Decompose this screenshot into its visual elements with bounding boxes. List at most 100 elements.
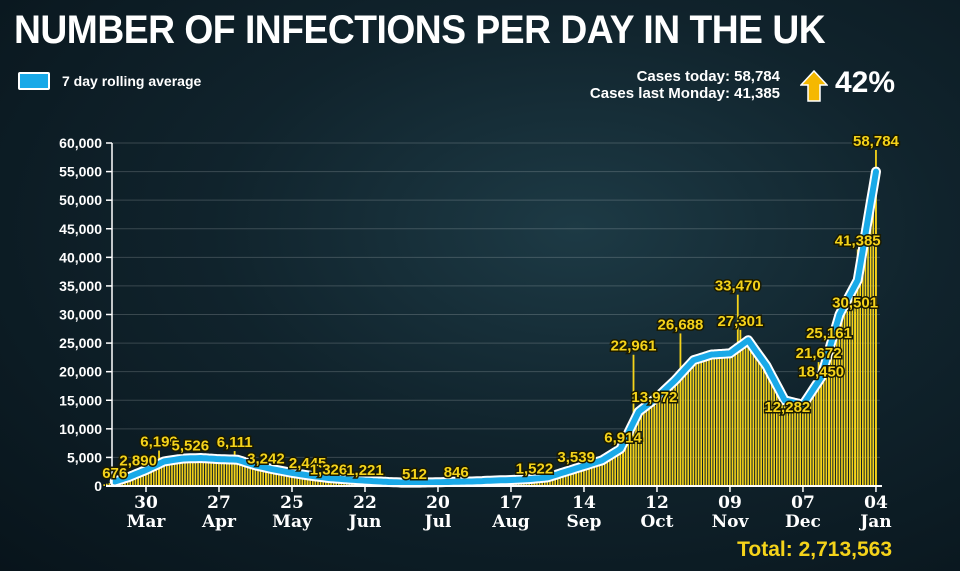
data-label: 58,784 — [853, 133, 900, 150]
bar — [186, 458, 189, 486]
data-label: 25,161 — [806, 325, 852, 342]
chart-title: NUMBER OF INFECTIONS PER DAY IN THE UK — [14, 8, 826, 52]
bar — [867, 218, 869, 486]
bar — [872, 187, 875, 486]
bar — [205, 458, 207, 486]
bar-peak — [786, 415, 789, 486]
bar — [283, 471, 285, 486]
data-label: 1,221 — [346, 462, 384, 479]
bar — [173, 459, 176, 486]
x-tick-month: May — [272, 512, 313, 532]
bar — [202, 458, 205, 486]
bar — [656, 397, 658, 486]
bar — [848, 294, 851, 486]
bar-peak — [736, 294, 739, 486]
bar — [713, 354, 716, 486]
data-label: 3,242 — [247, 450, 285, 467]
bar — [755, 351, 757, 486]
bar — [671, 382, 674, 486]
x-tick-day: 17 — [499, 493, 523, 513]
cases-today: Cases today: 58,784 — [636, 68, 780, 85]
bar-peak — [679, 333, 682, 486]
bar — [762, 362, 765, 486]
bar — [583, 465, 585, 486]
bar — [593, 462, 596, 486]
y-tick-label: 60,000 — [59, 135, 102, 151]
bar-peak — [189, 454, 192, 486]
bar — [601, 460, 603, 486]
bar — [194, 458, 197, 486]
bar — [682, 371, 684, 486]
bar — [684, 368, 687, 486]
bar — [215, 458, 218, 486]
bar — [293, 473, 296, 486]
bar — [700, 357, 702, 486]
bar — [862, 249, 864, 486]
data-label: 22,961 — [611, 338, 657, 355]
data-label: 1,326 — [310, 461, 348, 478]
data-label: 12,282 — [764, 399, 810, 416]
x-tick-day: 04 — [864, 493, 888, 513]
bar — [708, 355, 710, 486]
data-label: 2,445 — [289, 455, 327, 472]
bar — [843, 304, 846, 486]
bar — [630, 427, 632, 486]
bar — [585, 465, 588, 486]
x-tick-month: Jul — [423, 512, 452, 532]
rolling-average-line — [111, 168, 879, 486]
bar — [280, 470, 283, 486]
y-tick-label: 15,000 — [59, 392, 102, 408]
bar — [231, 459, 233, 486]
bar — [789, 401, 791, 486]
bar — [580, 466, 583, 486]
bar — [577, 467, 580, 486]
bar — [223, 459, 225, 486]
bar — [199, 457, 202, 486]
bar-peak — [265, 467, 267, 486]
bar — [249, 463, 251, 486]
bar — [288, 472, 291, 486]
data-label: 18,450 — [798, 364, 844, 381]
bar — [564, 471, 567, 486]
arrow-up-icon — [800, 70, 828, 102]
bar — [212, 458, 215, 486]
bar — [596, 461, 598, 486]
bar — [588, 464, 590, 486]
y-tick-label: 0 — [94, 478, 102, 494]
bar — [716, 354, 718, 486]
bar — [267, 468, 270, 486]
y-tick-label: 35,000 — [59, 278, 102, 294]
data-label: 41,385 — [835, 232, 881, 249]
bar — [192, 458, 194, 486]
bar — [692, 360, 695, 486]
bar — [298, 474, 301, 486]
legend-swatch — [18, 72, 50, 90]
bar — [614, 452, 616, 486]
bar — [241, 461, 244, 486]
y-tick-label: 45,000 — [59, 221, 102, 237]
x-tick-month: Jun — [347, 512, 382, 532]
bar — [710, 354, 713, 486]
bar — [794, 402, 796, 486]
bar — [296, 473, 298, 486]
bar — [603, 458, 606, 486]
x-tick-month: Jan — [858, 512, 891, 532]
x-tick-day: 07 — [791, 493, 815, 513]
bar — [225, 459, 228, 486]
x-tick-month: Sep — [566, 512, 601, 532]
bar — [705, 356, 708, 486]
bar — [236, 459, 238, 486]
bar — [238, 460, 241, 486]
bar — [150, 467, 152, 486]
bar — [749, 343, 752, 486]
bar — [723, 353, 726, 486]
bar — [859, 264, 862, 486]
bar — [742, 343, 744, 486]
y-tick-label: 20,000 — [59, 364, 102, 380]
bar — [640, 409, 643, 486]
bar — [822, 368, 825, 486]
bar-peak — [653, 406, 656, 486]
data-label: 6,914 — [604, 429, 642, 446]
y-tick-label: 30,000 — [59, 307, 102, 323]
bar — [554, 474, 556, 486]
